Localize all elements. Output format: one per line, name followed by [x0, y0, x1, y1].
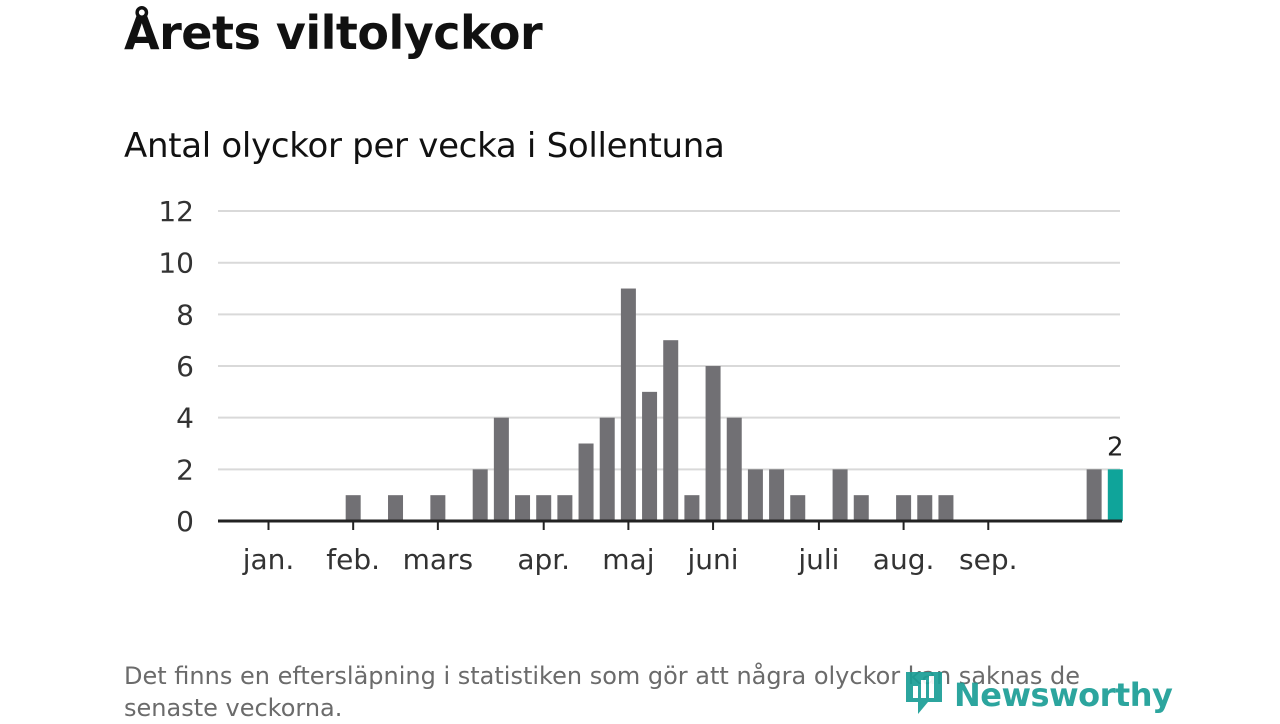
bar: [345, 495, 361, 521]
bar: [620, 288, 636, 521]
chart-title: Årets viltolyckor: [124, 6, 543, 60]
bar: [515, 495, 531, 521]
bar-highlight: [1107, 469, 1123, 521]
y-tick-label: 8: [176, 298, 194, 331]
bar: [663, 340, 679, 521]
bar: [388, 495, 404, 521]
x-tick-label: maj: [602, 543, 654, 576]
bar: [557, 495, 573, 521]
bar: [642, 391, 658, 521]
y-tick-label: 2: [176, 453, 194, 486]
bar: [1086, 469, 1102, 521]
bar: [493, 417, 509, 521]
x-tick-label: juni: [687, 543, 739, 576]
bar: [853, 495, 869, 521]
y-tick-label: 10: [158, 247, 194, 280]
x-tick-label: mars: [403, 543, 474, 576]
bar: [726, 417, 742, 521]
y-tick-label: 6: [176, 350, 194, 383]
bar: [599, 417, 615, 521]
brand-logo[interactable]: Newsworthy: [902, 668, 1173, 722]
data-labels: 2: [1107, 432, 1124, 462]
x-tick-label: feb.: [326, 543, 380, 576]
y-tick-label: 0: [176, 505, 194, 538]
y-tick-label: 12: [158, 195, 194, 228]
bar: [684, 495, 700, 521]
y-tick-label: 4: [176, 402, 194, 435]
bar: [705, 366, 721, 521]
bar: [472, 469, 488, 521]
x-tick-label: apr.: [517, 543, 570, 576]
bar: [769, 469, 785, 521]
bar: [578, 443, 594, 521]
x-axis-ticks: jan. feb. mars apr. maj juni juli aug. sep.: [242, 521, 1018, 576]
bar-chart: 0 2 4 6 8 10 12 jan. feb. mars apr. maj juni juli aug…: [158, 195, 1124, 576]
brand-name: Newsworthy: [954, 676, 1173, 714]
highlight-value-label: 2: [1107, 432, 1124, 462]
bar: [536, 495, 552, 521]
bar: [938, 495, 954, 521]
bar: [917, 495, 933, 521]
bar: [430, 495, 446, 521]
bar: [747, 469, 763, 521]
x-tick-label: jan.: [242, 543, 295, 576]
bar: [896, 495, 912, 521]
bar: [832, 469, 848, 521]
x-tick-label: sep.: [959, 543, 1018, 576]
x-tick-label: aug.: [873, 543, 935, 576]
bar: [790, 495, 806, 521]
bars: [345, 288, 1123, 521]
x-tick-label: juli: [797, 543, 839, 576]
newsworthy-logo-icon: [902, 668, 946, 722]
y-axis-ticks: 0 2 4 6 8 10 12: [158, 195, 194, 538]
chart-subtitle: Antal olyckor per vecka i Sollentuna: [124, 126, 725, 166]
